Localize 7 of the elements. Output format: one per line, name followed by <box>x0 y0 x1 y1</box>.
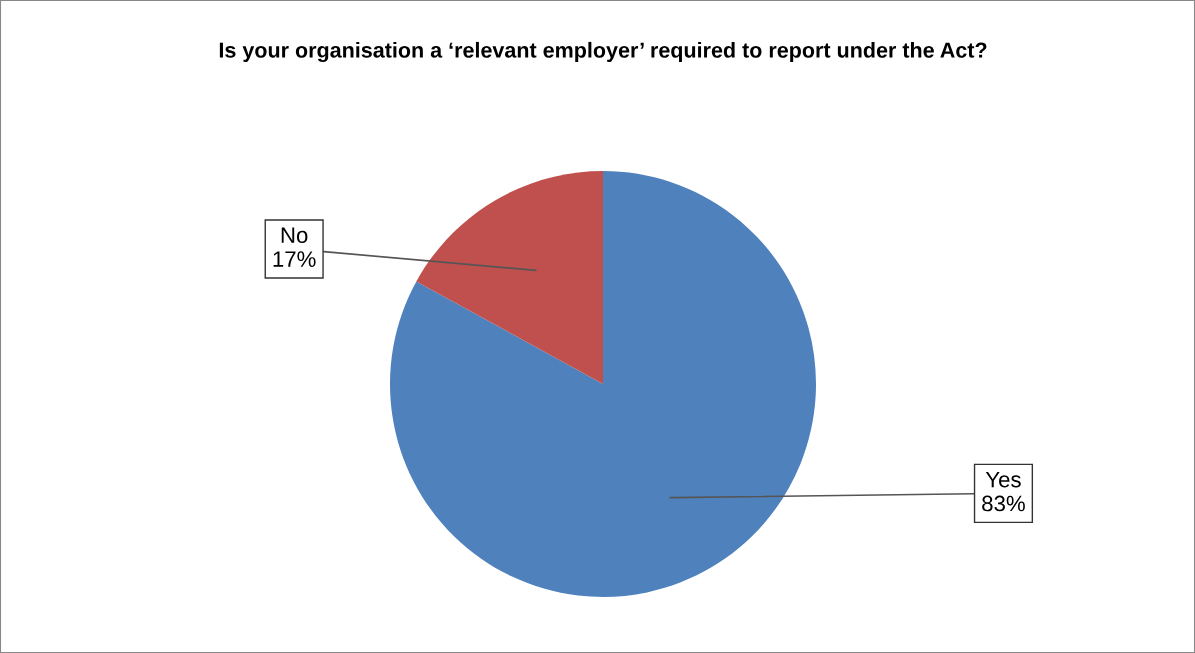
data-label: 17% <box>273 251 316 267</box>
pie-slice <box>390 171 816 597</box>
slice-label: Yes <box>985 471 1021 488</box>
chart-title: Is your organisation a ‘relevant employer’ required to report under the Act? <box>219 41 987 63</box>
data-label: 83% <box>982 495 1025 512</box>
pie-slice <box>416 171 603 384</box>
slice-label: No <box>281 227 308 244</box>
